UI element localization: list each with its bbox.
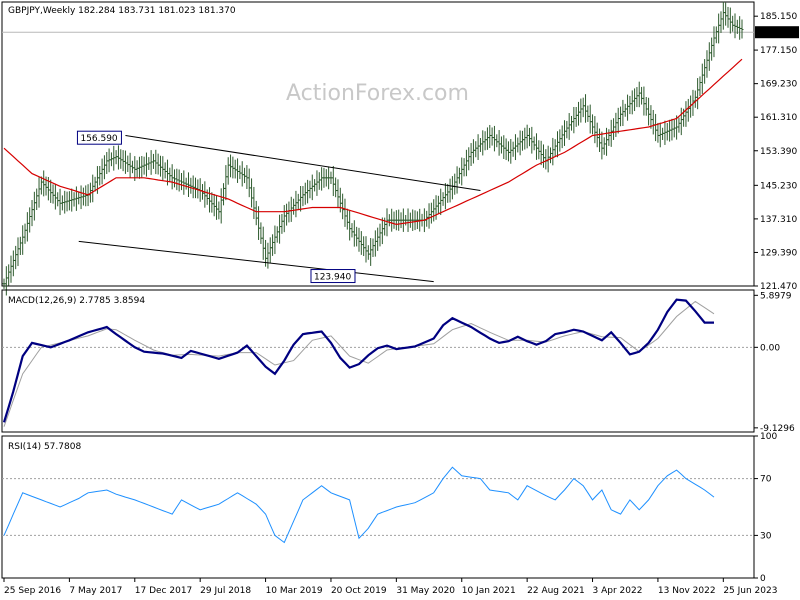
- x-tick-label: 7 May 2017: [69, 586, 122, 596]
- price-axis-tick-label: 129.390: [760, 248, 797, 258]
- x-tick-label: 31 May 2020: [396, 586, 455, 596]
- price-axis-tick-label: 169.230: [760, 80, 797, 90]
- price-axis-tick-label: 137.310: [760, 215, 797, 225]
- rsi-axis-tick-label: 0: [760, 574, 766, 584]
- x-tick-label: 17 Dec 2017: [135, 586, 193, 596]
- price-axis-tick-label: 153.390: [760, 147, 797, 157]
- price-bar: [740, 19, 744, 39]
- macd-y-axis: 5.8979 0.00 -9.1296: [754, 291, 795, 434]
- macd-main-line: [2, 298, 714, 423]
- price-axis-tick-label: 145.230: [760, 181, 797, 191]
- macd-header: MACD(12,26,9) 2.7785 3.8594: [8, 296, 145, 306]
- annotation-high-label: 156.590: [80, 134, 117, 144]
- watermark: ActionForex.com: [286, 81, 469, 106]
- macd-axis-tick-label: 5.8979: [760, 291, 792, 301]
- x-tick-label: 13 Nov 2022: [658, 586, 716, 596]
- macd-axis-tick-label: -9.1296: [760, 424, 795, 434]
- annotation-low-label: 123.940: [314, 273, 351, 283]
- x-tick-label: 25 Sep 2016: [4, 586, 61, 596]
- price-y-axis: 185.150 177.150 169.230 161.310 153.390 145.2…: [754, 12, 797, 292]
- rsi-y-axis: 100 70 30 0: [754, 432, 777, 584]
- x-tick-label: 22 Aug 2021: [527, 586, 585, 596]
- price-header: GBPJPY,Weekly 182.284 183.731 181.023 18…: [8, 6, 236, 16]
- rsi-axis-tick-label: 70: [760, 475, 772, 485]
- annotation-low: 123.940: [310, 269, 356, 284]
- moving-average-line: [3, 58, 743, 226]
- price-panel: ActionForex.com GBPJPY,Weekly 182.284 18…: [1, 1, 799, 296]
- x-tick-label: 10 Mar 2019: [266, 586, 323, 596]
- rsi-axis-tick-label: 30: [760, 531, 772, 541]
- rsi-axis-tick-label: 100: [760, 432, 777, 442]
- macd-panel: MACD(12,26,9) 2.7785 3.8594 5.8979 0.00 -9…: [1, 289, 795, 434]
- x-tick-label: 3 Apr 2022: [593, 586, 643, 596]
- macd-axis-tick-label: 0.00: [760, 343, 780, 353]
- annotation-high: 156.590: [76, 130, 122, 145]
- price-axis-tick-label: 185.150: [760, 12, 797, 22]
- x-tick-label: 29 Jul 2018: [200, 586, 251, 596]
- x-tick-label: 25 Jun 2023: [723, 586, 777, 596]
- price-bars: [2, 1, 744, 296]
- x-tick-label: 10 Jan 2021: [462, 586, 516, 596]
- rsi-line: [3, 466, 715, 544]
- price-axis-tick-label: 121.470: [760, 282, 797, 292]
- price-axis-tick-label: 161.310: [760, 113, 797, 123]
- current-price-marker: 181.370: [755, 26, 799, 39]
- current-price-label: 181.370: [758, 28, 795, 38]
- x-tick-label: 20 Oct 2019: [331, 586, 387, 596]
- x-axis: 25 Sep 2016 7 May 2017 17 Dec 2017 29 Jul 2…: [3, 578, 777, 596]
- macd-signal-line: [3, 300, 715, 427]
- rsi-panel: RSI(14) 57.7808 100 70 30 0: [1, 432, 777, 584]
- channel-lower-line: [78, 240, 434, 283]
- price-axis-tick-label: 177.150: [760, 46, 797, 56]
- channel-upper-line: [125, 134, 481, 192]
- rsi-header: RSI(14) 57.7808: [8, 442, 81, 452]
